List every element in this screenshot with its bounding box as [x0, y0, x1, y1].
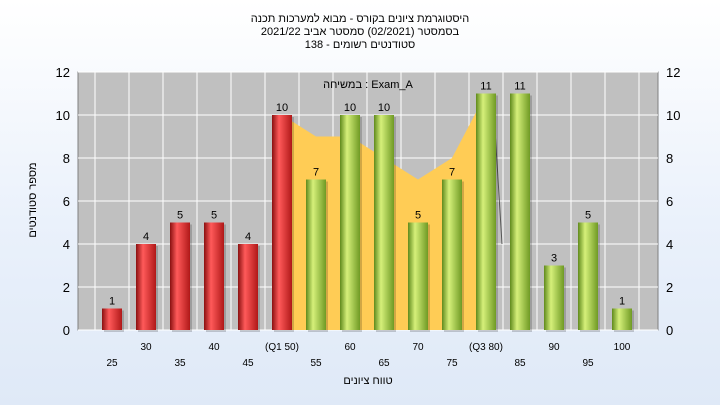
bar	[544, 265, 564, 330]
bar	[204, 222, 224, 330]
bar	[578, 222, 598, 330]
bar-value-label: 11	[480, 81, 491, 93]
bar-value-label: 5	[177, 210, 183, 222]
bar	[306, 179, 326, 330]
x-axis-categories: 25 30 35 40 45 (Q1 50) 55 60 65 70 75 (Q3 80) 85 90 95…	[106, 342, 630, 369]
chart-title-line-2: בסמסטר (02/2021) סמסטר אביב 2021/22	[261, 26, 460, 38]
bar	[170, 222, 190, 330]
x-category-label: 75	[446, 358, 458, 369]
x-category-label: 45	[242, 358, 254, 369]
x-axis-title: טווח ציונים	[343, 375, 392, 387]
bar-value-label: 7	[313, 167, 319, 179]
y-tick-label-right: 4	[666, 237, 673, 252]
x-category-label: 55	[310, 358, 322, 369]
y-axis-right-ticks: 0 2 4 6 8 10 12	[666, 65, 680, 338]
chart-title-line-3: סטודנטים רשומים - 138	[305, 39, 416, 51]
legend-label: במשיחה : Exam_A	[323, 79, 413, 91]
y-axis-title: מספר סטודנטים	[27, 162, 39, 237]
y-tick-label-left: 6	[63, 194, 70, 209]
y-tick-label-right: 0	[666, 323, 673, 338]
bar-value-label: 10	[276, 102, 288, 114]
bar-value-label: 5	[211, 210, 217, 222]
bar	[238, 244, 258, 330]
bar-value-label: 3	[551, 253, 557, 265]
x-category-label: 60	[344, 342, 356, 353]
y-tick-label-right: 8	[666, 151, 673, 166]
bar-value-label: 5	[585, 210, 591, 222]
bar	[102, 308, 122, 330]
bar-value-label: 7	[449, 167, 455, 179]
bar	[374, 115, 394, 330]
bar-value-label: 4	[143, 231, 149, 243]
bar	[476, 93, 496, 330]
bar-value-label: 4	[245, 231, 251, 243]
y-tick-label-right: 2	[666, 280, 673, 295]
y-tick-label-right: 12	[666, 65, 680, 80]
x-category-label: 85	[514, 358, 526, 369]
bar-value-label: 10	[378, 102, 390, 114]
y-tick-label-left: 12	[56, 65, 70, 80]
y-tick-label-left: 0	[63, 323, 70, 338]
bar	[136, 244, 156, 330]
chart-title-line-1: היסטוגרמת ציונים בקורס - מבוא למערכות תכ…	[251, 12, 470, 25]
bar	[510, 93, 530, 330]
bars: 1 4 5 5 4 10 7 10 10 5 7 11 11 3 5 1	[102, 81, 634, 332]
bar-value-label: 5	[415, 210, 421, 222]
bar	[340, 115, 360, 330]
bar	[442, 179, 462, 330]
x-category-label: 65	[378, 358, 390, 369]
y-axis-left-ticks: 0 2 4 6 8 10 12	[56, 65, 70, 338]
x-category-label: 100	[614, 342, 631, 353]
bar	[272, 115, 292, 330]
bar-value-label: 11	[514, 81, 525, 93]
y-tick-label-right: 6	[666, 194, 673, 209]
bar-value-label: 1	[619, 296, 625, 308]
x-category-label: (Q3 80)	[469, 342, 503, 353]
x-category-label: 25	[106, 358, 118, 369]
x-category-label: 95	[582, 358, 594, 369]
x-category-label: (Q1 50)	[265, 342, 299, 353]
y-tick-label-right: 10	[666, 108, 680, 123]
x-category-label: 90	[548, 342, 560, 353]
bar	[408, 222, 428, 330]
bar-value-label: 1	[109, 296, 115, 308]
bar	[612, 308, 632, 330]
y-tick-label-left: 10	[56, 108, 70, 123]
y-tick-label-left: 2	[63, 280, 70, 295]
x-category-label: 40	[208, 342, 220, 353]
y-tick-label-left: 4	[63, 237, 70, 252]
x-category-label: 35	[174, 358, 186, 369]
y-tick-label-left: 8	[63, 151, 70, 166]
bar-value-label: 10	[344, 102, 356, 114]
x-category-label: 70	[412, 342, 424, 353]
x-category-label: 30	[140, 342, 152, 353]
